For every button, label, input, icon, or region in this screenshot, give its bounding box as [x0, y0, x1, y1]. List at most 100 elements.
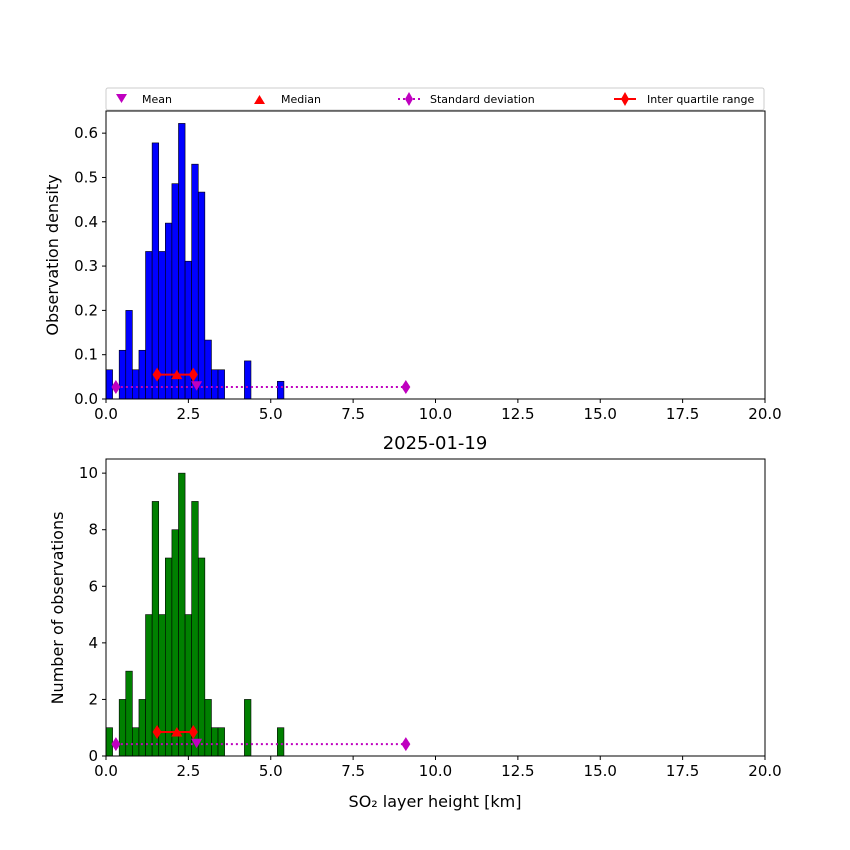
density-y-ticks: 0.0 0.1 0.2 0.3 0.4 0.5 0.6 [74, 124, 106, 408]
count-x-axis-label: SO₂ layer height [km] [349, 792, 522, 811]
density-stats [111, 367, 411, 395]
top-iqr-marker [188, 367, 198, 382]
top-bar [151, 142, 160, 400]
bottom-x-tick-label: 5.0 [259, 762, 283, 780]
bottom-bar [244, 699, 252, 757]
count-stats [111, 724, 411, 752]
bottom-x-tick-label: 15.0 [584, 762, 617, 780]
top-bar [171, 183, 179, 400]
legend-mean-marker [116, 94, 127, 103]
top-bar [105, 369, 113, 400]
density-chart: 0.0 2.5 5.0 7.5 10.0 12.5 15.0 17.5 20.0 0.00.10… [43, 110, 782, 423]
bottom-bar [118, 699, 127, 757]
bottom-x-tick-label: 10.0 [419, 762, 452, 780]
top-bar [132, 369, 140, 400]
top-bar [197, 191, 206, 400]
top-mean-marker [191, 381, 203, 391]
bottom-x-tick-label: 12.5 [501, 762, 534, 780]
top-x-tick-label: 7.5 [341, 405, 365, 423]
top-bar [125, 310, 133, 400]
top-x-tick-label: 10.0 [419, 405, 452, 423]
top-bar [277, 380, 285, 400]
top-bar [244, 360, 252, 400]
top-x-tick-label: 17.5 [666, 405, 699, 423]
bottom-bar [171, 529, 179, 757]
bottom-bar [151, 501, 160, 757]
top-bar [217, 369, 225, 400]
bottom-iqr-marker [188, 724, 198, 739]
density-plot-area [106, 111, 765, 399]
count-plot-area [106, 459, 765, 756]
bottom-bar [178, 472, 186, 757]
bottom-iqr-marker [152, 724, 162, 739]
top-y-tick-label: 0.0 [74, 390, 98, 408]
bottom-mean-marker [191, 738, 203, 749]
top-y-tick-label: 0.5 [74, 168, 98, 186]
bottom-x-tick-label: 17.5 [666, 762, 699, 780]
bottom-bar [165, 557, 173, 757]
bottom-bar [132, 727, 140, 757]
count-bars [105, 472, 285, 757]
bottom-x-tick-label: 7.5 [341, 762, 365, 780]
top-bar [138, 349, 146, 400]
legend-item-iqr: Inter quartile range [614, 92, 754, 106]
legend-std-marker [405, 92, 413, 106]
bottom-x-tick-label: 2.5 [176, 762, 200, 780]
top-x-tick-label: 20.0 [748, 405, 781, 423]
top-bar [165, 222, 173, 400]
top-y-tick-label: 0.4 [74, 213, 98, 231]
legend: Mean Median Standard deviation Inter qua… [105, 87, 765, 111]
count-x-ticks: 0.0 2.5 5.0 7.5 10.0 12.5 15.0 17.5 20.0 [94, 756, 782, 780]
bottom-y-tick-label: 10 [79, 464, 98, 482]
count-y-ticks: 0 2 4 6 8 10 [79, 464, 106, 765]
bottom-y-tick-label: 6 [88, 577, 98, 595]
legend-median-label: Median [281, 93, 321, 106]
density-bars [105, 123, 285, 400]
top-y-tick-label: 0.3 [74, 257, 98, 275]
top-std-marker [111, 380, 121, 395]
legend-std-label: Standard deviation [430, 93, 535, 106]
legend-item-median: Median [254, 93, 321, 106]
count-y-axis-label: Number of observations [48, 512, 67, 705]
bottom-bar [217, 727, 225, 757]
top-bar [145, 251, 153, 400]
bottom-y-tick-label: 0 [88, 747, 98, 765]
top-x-tick-label: 5.0 [259, 405, 283, 423]
density-x-ticks: 0.0 2.5 5.0 7.5 10.0 12.5 15.0 17.5 20.0 [94, 399, 782, 423]
top-bar [118, 349, 127, 400]
top-bar [211, 369, 219, 400]
top-iqr-marker [152, 367, 162, 382]
legend-iqr-marker [621, 92, 629, 106]
top-std-marker [401, 380, 411, 395]
top-bar [204, 339, 212, 400]
top-y-tick-label: 0.2 [74, 301, 98, 319]
top-bar [184, 260, 192, 400]
bottom-median-marker [171, 726, 183, 737]
bottom-bar [105, 727, 113, 757]
legend-mean-label: Mean [142, 93, 172, 106]
top-bar [191, 163, 199, 400]
count-chart: 0.0 2.5 5.0 7.5 10.0 12.5 15.0 17.5 20.0 0 2 4 6 8 10… [48, 458, 782, 811]
legend-frame [105, 87, 765, 111]
legend-iqr-label: Inter quartile range [647, 93, 754, 106]
bottom-bar [211, 727, 219, 757]
bottom-y-tick-label: 4 [88, 634, 98, 652]
bottom-bar [145, 614, 153, 757]
top-x-tick-label: 2.5 [176, 405, 200, 423]
top-bar [178, 123, 186, 400]
top-x-tick-label: 12.5 [501, 405, 534, 423]
bottom-std-marker [111, 737, 121, 752]
bottom-bar [197, 557, 206, 757]
legend-item-mean: Mean [116, 93, 172, 106]
top-y-tick-label: 0.1 [74, 346, 98, 364]
chart-title: 2025-01-19 [383, 433, 488, 454]
bottom-bar [138, 699, 146, 757]
top-y-tick-label: 0.6 [74, 124, 98, 142]
legend-median-marker [254, 95, 265, 104]
top-median-marker [171, 369, 183, 380]
bottom-x-tick-label: 0.0 [94, 762, 118, 780]
density-y-axis-label: Observation density [43, 174, 62, 335]
bottom-y-tick-label: 8 [88, 521, 98, 539]
legend-item-std: Standard deviation [398, 92, 535, 106]
